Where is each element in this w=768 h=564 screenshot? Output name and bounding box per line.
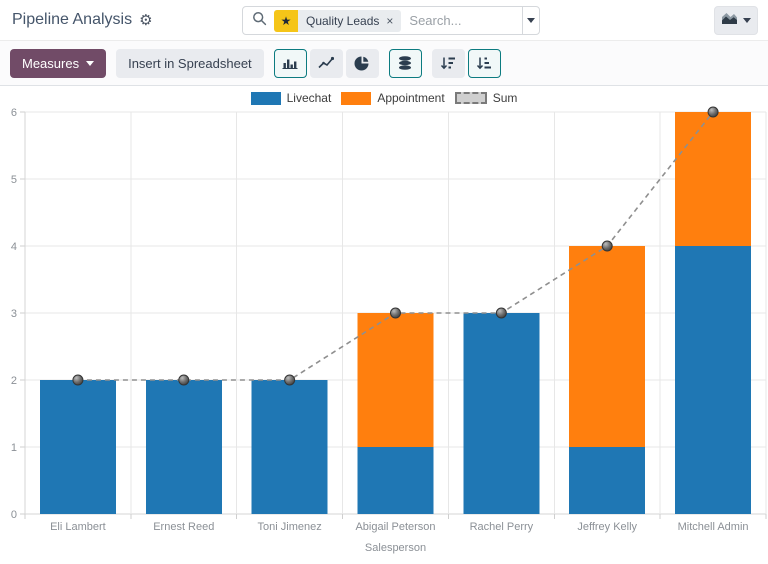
stacked-group [389, 49, 422, 78]
legend-item-livechat[interactable]: Livechat [251, 91, 332, 105]
search-icon [252, 11, 267, 31]
x-axis-label: Abigail Peterson [355, 521, 435, 533]
sum-point[interactable] [391, 308, 401, 318]
area-chart-icon [721, 11, 738, 30]
legend-label: Sum [493, 91, 518, 105]
stacked-icon [397, 55, 413, 71]
sum-point[interactable] [285, 375, 295, 385]
gear-icon[interactable]: ⚙ [139, 13, 152, 28]
legend-label: Livechat [287, 91, 332, 105]
x-axis-label: Jeffrey Kelly [577, 521, 637, 533]
search-dropdown-toggle[interactable] [522, 7, 539, 34]
star-icon: ★ [274, 10, 298, 32]
y-axis-label: 3 [11, 308, 17, 320]
legend-item-appointment[interactable]: Appointment [341, 91, 444, 105]
y-axis-label: 0 [11, 509, 17, 521]
page-title: Pipeline Analysis [12, 11, 132, 29]
bar-segment-livechat[interactable] [40, 380, 116, 514]
x-axis-label: Mitchell Admin [678, 521, 749, 533]
chart-type-group [274, 49, 379, 78]
bar-segment-livechat[interactable] [252, 380, 328, 514]
x-axis-label: Toni Jimenez [258, 521, 322, 533]
x-axis-label: Ernest Reed [153, 521, 214, 533]
measures-button[interactable]: Measures [10, 49, 106, 78]
caret-down-icon [527, 18, 535, 23]
pie-chart-icon [354, 55, 370, 71]
bar-segment-livechat[interactable] [146, 380, 222, 514]
legend-swatch [251, 92, 281, 105]
search-input[interactable] [401, 13, 522, 28]
bar-segment-appointment[interactable] [675, 112, 751, 246]
sum-point[interactable] [602, 241, 612, 251]
sort-group [432, 49, 501, 78]
legend-item-sum[interactable]: Sum [455, 91, 518, 105]
insert-spreadsheet-label: Insert in Spreadsheet [128, 56, 252, 71]
bar-chart-button[interactable] [274, 49, 307, 78]
line-chart-button[interactable] [310, 49, 343, 78]
caret-down-icon [743, 18, 751, 23]
search-facet[interactable]: ★ Quality Leads × [274, 10, 401, 32]
pipeline-chart: 0 1 2 3 4 5 6 Eli Lambert Ernest Reed Toni Jimene… [0, 106, 768, 564]
sum-point[interactable] [708, 107, 718, 117]
stacked-button[interactable] [389, 49, 422, 78]
y-axis-label: 4 [11, 241, 17, 253]
y-axis-label: 1 [11, 442, 17, 454]
search-bar[interactable]: ★ Quality Leads × [242, 6, 540, 35]
x-axis-label: Eli Lambert [50, 521, 106, 533]
facet-remove-icon[interactable]: × [386, 15, 393, 27]
view-switcher-button[interactable] [714, 6, 758, 35]
sort-ascending-button[interactable] [468, 49, 501, 78]
legend-swatch [455, 92, 487, 104]
x-axis-label: Rachel Perry [470, 521, 534, 533]
sum-point[interactable] [179, 375, 189, 385]
y-axis-label: 6 [11, 107, 17, 119]
bar-segment-livechat[interactable] [358, 447, 434, 514]
sort-ascending-icon [476, 55, 492, 71]
toolbar: Measures Insert in Spreadsheet [0, 40, 768, 86]
y-axis-label: 5 [11, 174, 17, 186]
x-axis-title: Salesperson [365, 542, 426, 554]
legend-swatch [341, 92, 371, 105]
pie-chart-button[interactable] [346, 49, 379, 78]
line-chart-icon [318, 55, 334, 71]
bar-chart-icon [282, 55, 298, 71]
bar-segment-appointment[interactable] [569, 246, 645, 447]
legend-label: Appointment [377, 91, 444, 105]
header: Pipeline Analysis ⚙ ★ Quality Leads × [0, 0, 768, 40]
sum-point[interactable] [496, 308, 506, 318]
caret-down-icon [86, 61, 94, 66]
bar-segment-appointment[interactable] [358, 313, 434, 447]
facet-label: Quality Leads [306, 14, 379, 28]
bar-segment-livechat[interactable] [463, 313, 539, 514]
sum-point[interactable] [73, 375, 83, 385]
sort-descending-icon [440, 55, 456, 71]
bar-segment-livechat[interactable] [569, 447, 645, 514]
insert-in-spreadsheet-button[interactable]: Insert in Spreadsheet [116, 49, 264, 78]
bar-segment-livechat[interactable] [675, 246, 751, 514]
y-axis-label: 2 [11, 375, 17, 387]
measures-label: Measures [22, 56, 79, 71]
chart-region: Livechat Appointment Sum 0 1 2 3 4 5 6 Eli Lamber… [0, 90, 768, 564]
sort-descending-button[interactable] [432, 49, 465, 78]
chart-legend: Livechat Appointment Sum [0, 90, 768, 106]
